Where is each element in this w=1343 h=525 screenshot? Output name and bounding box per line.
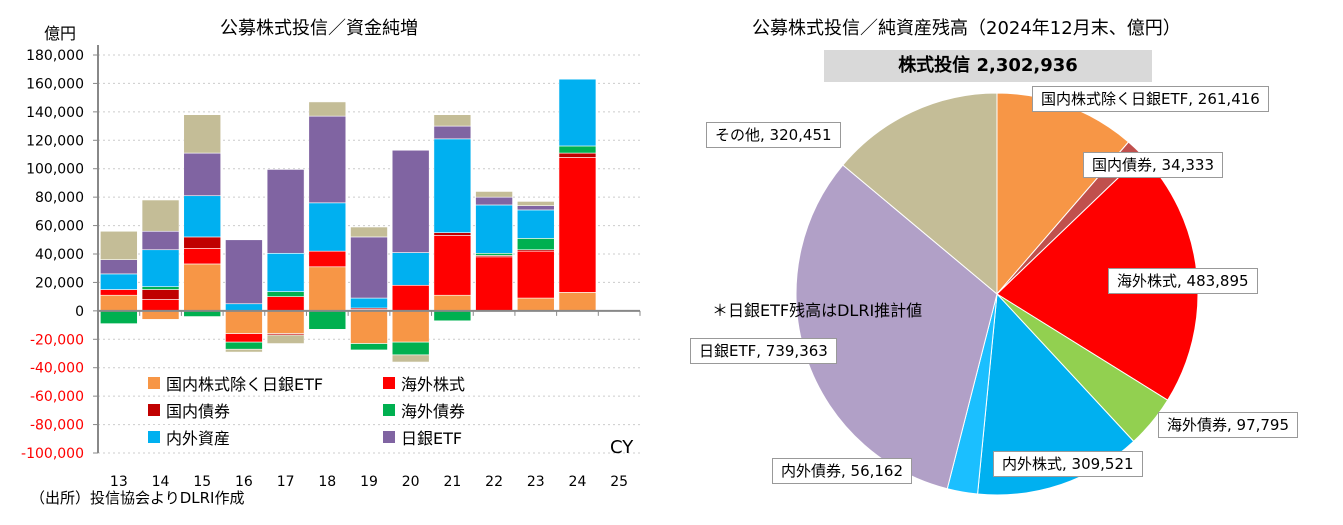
x-tick-label: 23 xyxy=(527,474,545,490)
bar-segment xyxy=(391,354,430,363)
pie-data-label: 国内株式除く日銀ETF, 261,416 xyxy=(1032,86,1269,112)
bar-segment xyxy=(183,114,222,154)
bar-segment xyxy=(516,250,555,299)
legend-label: 海外株式 xyxy=(401,375,466,394)
x-tick-label: 22 xyxy=(485,474,503,490)
y-axis-unit: 億円 xyxy=(44,24,77,43)
y-tick-label: 100,000 xyxy=(26,162,84,178)
y-tick-label: 120,000 xyxy=(26,133,84,149)
bar-segment xyxy=(516,201,555,206)
bar-segment xyxy=(475,256,513,312)
bar-segment xyxy=(308,266,347,312)
bar-segment xyxy=(183,263,222,312)
bar-segment xyxy=(558,78,597,147)
x-tick-label: 15 xyxy=(193,474,211,490)
bar-segment xyxy=(350,226,388,238)
legend-item: 日銀ETF xyxy=(383,425,463,449)
bar-segment xyxy=(183,152,222,197)
bar-segment xyxy=(100,230,138,260)
y-tick-label: -60,000 xyxy=(30,389,84,405)
x-tick-label: 13 xyxy=(110,474,128,490)
bar-segment xyxy=(266,334,305,344)
legend-label: 海外債券 xyxy=(401,402,466,421)
source-note: （出所）投信協会よりDLRI作成 xyxy=(30,489,245,507)
pie-data-label: 海外債券, 97,795 xyxy=(1158,412,1299,438)
x-tick-label: 21 xyxy=(443,474,461,490)
legend-swatch xyxy=(383,431,395,443)
legend-label: 国内債券 xyxy=(166,402,231,421)
bar-segment xyxy=(391,310,430,343)
bar-segment xyxy=(141,249,180,287)
y-tick-label: -20,000 xyxy=(30,332,84,348)
legend-swatch xyxy=(148,431,160,443)
pie-note: ＊日銀ETF残高はDLRI推計値 xyxy=(712,301,923,320)
bar-segment xyxy=(433,235,472,296)
legend-swatch xyxy=(148,377,160,389)
bar-segment xyxy=(475,204,513,254)
bar-segment xyxy=(308,101,347,117)
x-tick-label: 24 xyxy=(569,474,587,490)
bar-segment xyxy=(266,169,305,254)
bar-segment xyxy=(308,202,347,252)
legend-item: 海外株式 xyxy=(383,371,466,395)
bar-segment xyxy=(350,236,388,299)
pie-slice xyxy=(977,292,1135,496)
legend-item: 海外債券 xyxy=(383,398,466,422)
y-tick-label: 60,000 xyxy=(35,219,84,235)
y-tick-label: 160,000 xyxy=(26,76,84,92)
y-tick-label: 0 xyxy=(75,304,84,320)
bar-segment xyxy=(141,199,180,232)
legend-swatch xyxy=(383,377,395,389)
bar-segment xyxy=(183,195,222,238)
pie-data-label: 海外株式, 483,895 xyxy=(1108,268,1258,294)
bar-segment xyxy=(225,348,263,353)
pie-slice xyxy=(842,92,998,296)
y-tick-label: -40,000 xyxy=(30,361,84,377)
bar-segment xyxy=(391,149,430,253)
legend-label: 日銀ETF xyxy=(401,429,463,448)
bar-segment xyxy=(308,115,347,204)
bar-segment xyxy=(433,114,472,127)
x-tick-label: 20 xyxy=(402,474,420,490)
x-tick-label: 17 xyxy=(277,474,295,490)
bar-segment xyxy=(350,343,388,351)
legend-swatch xyxy=(383,404,395,416)
x-axis-label: CY xyxy=(610,437,634,458)
bar-segment xyxy=(391,252,430,286)
bar-segment xyxy=(225,239,263,305)
y-tick-label: 80,000 xyxy=(35,190,84,206)
legend-item: 内外資産 xyxy=(148,425,231,449)
pie-data-label: 日銀ETF, 739,363 xyxy=(690,338,837,364)
y-tick-label: -80,000 xyxy=(30,418,84,434)
y-tick-label: 180,000 xyxy=(26,48,84,64)
pie-data-label: その他, 320,451 xyxy=(706,122,841,148)
x-tick-label: 14 xyxy=(152,474,170,490)
bar-segment xyxy=(266,252,305,292)
pie-data-label: 内外株式, 309,521 xyxy=(993,451,1143,477)
x-tick-label: 19 xyxy=(360,474,378,490)
pie-data-label: 国内債券, 34,333 xyxy=(1083,152,1224,178)
bar-chart: -100,000 -80,000 -60,000 -40,000 -20,000 0 20,… xyxy=(21,45,641,490)
y-tick-label: 20,000 xyxy=(35,275,84,291)
legend-label: 内外資産 xyxy=(166,429,231,448)
legend-swatch xyxy=(148,404,160,416)
legend-label: 国内株式除く日銀ETF xyxy=(166,375,324,394)
bar-chart-title: 公募株式投信／資金純増 xyxy=(220,18,418,39)
bar-segment xyxy=(475,191,513,198)
pie-data-label: 内外債券, 56,162 xyxy=(772,458,913,484)
x-tick-label: 16 xyxy=(235,474,253,490)
y-tick-label: 140,000 xyxy=(26,105,84,121)
x-tick-label: 25 xyxy=(610,474,628,490)
x-tick-label: 18 xyxy=(318,474,336,490)
pie-chart-title: 公募株式投信／純資産残高（2024年12月末、億円） xyxy=(752,18,1181,39)
legend-item: 国内株式除く日銀ETF xyxy=(148,371,324,395)
legend-item: 国内債券 xyxy=(148,398,231,422)
y-tick-label: 40,000 xyxy=(35,247,84,263)
bar-segment xyxy=(516,209,555,239)
y-tick-label: -100,000 xyxy=(21,446,84,462)
total-label: 株式投信 2,302,936 xyxy=(824,50,1152,82)
